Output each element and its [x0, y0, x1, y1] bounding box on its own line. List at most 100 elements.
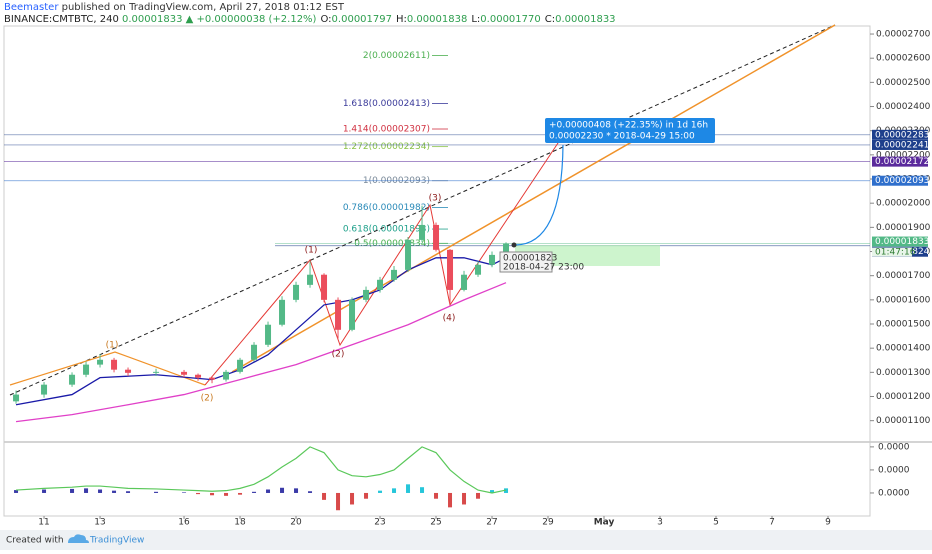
candle-body: [363, 289, 370, 300]
marker-dot: [511, 242, 517, 248]
y-tick-label: 0.00001200: [876, 392, 931, 402]
ohlc-key: C:: [545, 14, 555, 25]
trend-line: [231, 24, 836, 373]
histogram-bar: [392, 488, 397, 493]
candle-body: [293, 284, 300, 300]
symbol: BINANCE:CMTBTC, 240: [4, 14, 119, 25]
projection-box: [545, 118, 715, 143]
x-tick-label: 16: [178, 518, 190, 528]
projection-text: 0.00002230 * 2018-04-29 15:00: [549, 132, 695, 142]
histogram-bar: [238, 492, 243, 495]
osc-tick-label: 0.0000: [878, 442, 910, 452]
histogram-bar: [126, 491, 131, 493]
wave-label: (1): [305, 246, 318, 256]
header-line: Beemaster published on TradingView.com, …: [4, 2, 345, 13]
candle-body: [195, 374, 202, 378]
candle-body: [125, 369, 132, 373]
marker-box: [499, 251, 553, 273]
histogram-bar: [182, 492, 187, 493]
histogram-bar: [490, 490, 495, 493]
fib-label: 2(0.00002611): [363, 51, 430, 61]
histogram-bar: [280, 487, 285, 493]
candle-body: [503, 243, 510, 253]
y-tick-label: 0.00002700: [876, 30, 931, 40]
x-tick-label: May: [594, 518, 615, 528]
x-tick-label: 5: [713, 518, 719, 528]
candle-body: [237, 359, 244, 372]
fib-label: 0.786(0.00001982): [343, 203, 430, 213]
x-tick-label: 11: [38, 518, 49, 528]
y-tick-label: 0.00001700: [876, 271, 931, 281]
ohlc-key: H:: [396, 14, 407, 25]
wave-label: (3): [429, 194, 442, 204]
countdown-box: [872, 247, 912, 257]
y-tick-label: 0.00002500: [876, 78, 931, 88]
candle-body: [223, 371, 230, 380]
histogram-bar: [322, 492, 327, 500]
histogram-bar: [70, 488, 75, 493]
candle-body: [475, 264, 482, 275]
footer-brand[interactable]: TradingView: [89, 536, 144, 546]
x-tick-label: 9: [825, 518, 831, 528]
wave-label: (4): [443, 314, 456, 324]
price-box-label: 0.00002283: [875, 130, 929, 140]
histogram-bar: [308, 491, 313, 493]
candle-body: [461, 274, 468, 290]
candle-body: [83, 364, 90, 375]
price-box: [872, 156, 928, 167]
price-box-label: 0.00001833: [875, 237, 929, 247]
wave-label: (2): [332, 350, 345, 360]
ohlc-value: 0.00001797: [332, 14, 392, 25]
ohlc-key: O:: [320, 14, 331, 25]
histogram-bar: [84, 488, 89, 493]
candle-body: [335, 299, 342, 330]
wave-label: (2): [201, 394, 214, 404]
symbol-line: BINANCE:CMTBTC, 240 0.00001833 ▲ +0.0000…: [4, 14, 616, 25]
candle-body: [433, 224, 440, 250]
price-box-label: 0.00002093: [875, 176, 929, 186]
histogram-bar: [154, 491, 159, 493]
x-tick-label: 7: [769, 518, 775, 528]
price-box: [872, 139, 928, 150]
candle-body: [181, 371, 188, 375]
marker-price: 0.00001823: [503, 254, 557, 264]
projection-curve: [514, 144, 564, 246]
author[interactable]: Beemaster: [4, 2, 59, 13]
candle-body: [419, 224, 426, 240]
candle-body: [307, 274, 314, 285]
candle-body: [251, 344, 258, 360]
y-tick-label: 0.00002000: [876, 199, 931, 209]
wave-label: (1): [106, 341, 119, 351]
candle-body: [279, 299, 286, 325]
ohlc-value: 0.00001833: [555, 14, 615, 25]
candle-body: [13, 394, 20, 402]
histogram-bar: [98, 489, 103, 493]
footer-created: Created with: [6, 536, 64, 546]
channel-line: [9, 24, 836, 396]
footer-logo: [68, 534, 89, 543]
candle-body: [209, 377, 216, 380]
histogram-bar: [462, 492, 467, 505]
histogram-bar: [448, 492, 453, 508]
ohlc-value: 0.00001770: [480, 14, 540, 25]
y-tick-label: 0.00002200: [876, 150, 931, 160]
candle-body: [153, 371, 160, 373]
histogram-bar: [112, 490, 117, 493]
ohlc: O:0.00001797 H:0.00001838 L:0.00001770 C:0.…: [320, 14, 615, 25]
candle-body: [41, 384, 48, 395]
countdown: 01:47:16: [875, 248, 916, 258]
candle-body: [321, 274, 328, 300]
histogram-bar: [14, 490, 19, 493]
fib-label: 1(0.00002093): [363, 176, 430, 186]
histogram-bar: [406, 484, 411, 493]
fib-label: 1.272(0.00002234): [343, 142, 430, 152]
projection-text: +0.00000408 (+22.35%) in 1d 16h: [549, 121, 708, 131]
histogram-bar: [434, 492, 439, 499]
x-tick-label: 18: [234, 518, 246, 528]
histogram-bar: [196, 492, 201, 495]
x-tick-label: 29: [542, 518, 554, 528]
fib-label: 0.618(0.00001893): [343, 225, 430, 235]
y-tick-label: 0.00001600: [876, 295, 931, 305]
candle-body: [391, 269, 398, 280]
